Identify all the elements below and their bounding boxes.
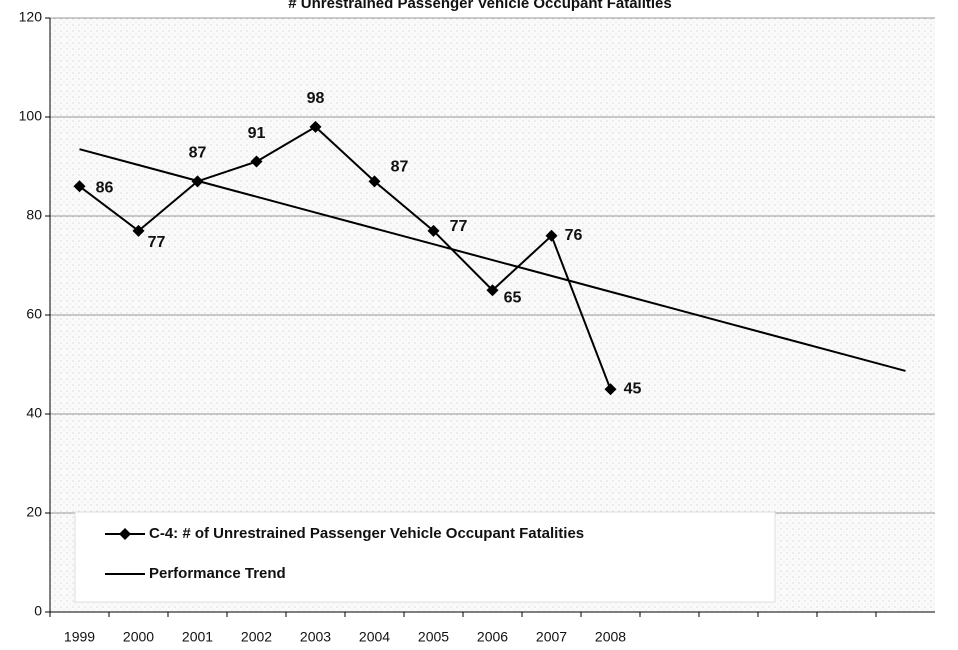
data-label: 45	[624, 380, 642, 397]
x-tick-label: 2002	[241, 629, 272, 645]
data-label: 87	[189, 145, 207, 162]
marker	[132, 224, 145, 237]
marker	[250, 155, 263, 168]
chart-title: # Unrestrained Passenger Vehicle Occupan…	[288, 0, 672, 12]
series-line	[78, 125, 612, 390]
legend-marker	[119, 528, 131, 540]
marker	[486, 284, 499, 297]
data-label: 87	[391, 159, 409, 176]
data-label: 77	[148, 234, 166, 251]
data-label: 76	[565, 227, 583, 244]
series-line	[79, 148, 906, 372]
marker	[309, 120, 322, 133]
y-tick-label: 20	[26, 504, 42, 520]
x-tick-label: 2007	[536, 629, 567, 645]
marker	[73, 180, 86, 193]
data-label: 91	[248, 125, 266, 142]
data-label: 86	[96, 180, 114, 197]
x-tick-label: 2000	[123, 629, 154, 645]
x-tick-label: 1999	[64, 629, 95, 645]
y-tick-label: 40	[26, 405, 42, 421]
data-label: 65	[504, 289, 522, 306]
x-tick-label: 2006	[477, 629, 508, 645]
legend-label: C-4: # of Unrestrained Passenger Vehicle…	[149, 525, 584, 542]
legend-box	[74, 511, 776, 603]
marker	[427, 224, 440, 237]
marker	[604, 383, 617, 396]
x-tick-label: 2004	[359, 629, 390, 645]
y-tick-label: 0	[34, 603, 42, 619]
y-tick-label: 120	[19, 9, 43, 25]
x-tick-label: 2001	[182, 629, 213, 645]
x-tick-label: 2005	[418, 629, 449, 645]
data-label: 98	[307, 90, 325, 107]
marker	[545, 229, 558, 242]
y-tick-label: 60	[26, 306, 42, 322]
x-tick-label: 2003	[300, 629, 331, 645]
marker	[368, 175, 381, 188]
y-tick-label: 80	[26, 207, 42, 223]
y-tick-label: 100	[19, 108, 43, 124]
legend-label: Performance Trend	[149, 565, 286, 582]
x-tick-label: 2008	[595, 629, 626, 645]
data-label: 77	[450, 218, 468, 235]
